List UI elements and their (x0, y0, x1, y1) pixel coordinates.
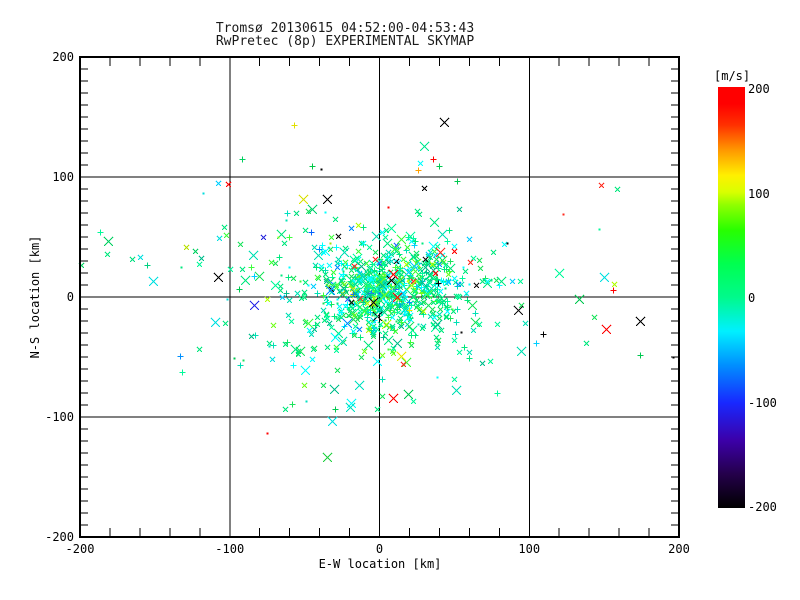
scatter-points (213, 117, 646, 327)
scatter-points (351, 182, 605, 368)
y-tick-label: -100 (45, 410, 74, 424)
plot-frame (79, 56, 680, 538)
scatter-dots (202, 192, 229, 301)
scatter-points (421, 185, 547, 338)
scatter-points (248, 229, 527, 396)
y-tick-label: 200 (52, 50, 74, 64)
scatter-points (97, 229, 524, 405)
scatter-points (388, 269, 612, 404)
scatter-dots (562, 213, 565, 216)
x-tick-label: -100 (215, 542, 245, 556)
scatter-points (290, 160, 508, 369)
scatter-points (78, 156, 246, 269)
scatter-points (236, 163, 644, 413)
scatter-points (372, 256, 379, 263)
scatter-points (137, 235, 276, 363)
colorbar-tick-label: -100 (748, 395, 777, 410)
scatter-points (396, 351, 407, 362)
scatter-dots (460, 331, 463, 334)
scatter-points (129, 210, 300, 263)
scatter-points (307, 204, 318, 215)
scatter-points (381, 280, 417, 330)
scatter-points (177, 353, 184, 360)
scatter-points (375, 258, 422, 301)
scatter-points (325, 285, 353, 329)
scatter-points (298, 194, 309, 205)
x-tick-label: -200 (65, 542, 95, 556)
scatter-dots (233, 357, 236, 360)
plot-title-line1: Tromsø 20130615 04:52:00-04:53:43 (215, 21, 475, 36)
minor-ticks (80, 57, 679, 537)
scatter-points (308, 229, 315, 236)
x-axis-label: E-W location [km] (318, 557, 442, 571)
scatter-points (415, 167, 422, 174)
scatter-points (435, 247, 446, 258)
scatter-points (104, 186, 621, 413)
colorbar-tick-label: 200 (748, 82, 770, 96)
scatter-points (291, 122, 298, 129)
scatter-dots (329, 242, 332, 245)
scatter-dots (378, 292, 381, 295)
scatter-points (249, 300, 260, 311)
scatter-points (403, 261, 420, 278)
scatter-points (284, 210, 291, 217)
colorbar-gradient (718, 87, 745, 508)
colorbar-tick-label: 0 (748, 291, 756, 305)
scatter-points (103, 236, 114, 247)
colorbar-unit-label: [m/s] (714, 69, 751, 83)
x-tick-label: 0 (375, 542, 384, 556)
scatter-points (260, 234, 267, 241)
scatter-points (419, 141, 430, 152)
scatter-points (309, 163, 316, 170)
x-tick-label: 100 (518, 542, 541, 556)
colorbar-tick-label: -200 (748, 500, 777, 514)
x-tick-label: 200 (668, 542, 690, 556)
scatter-points (403, 294, 585, 400)
y-tick-label: 100 (52, 170, 74, 184)
scatter-points (322, 452, 333, 463)
plot-title-line2: RwPretec (8p) EXPERIMENTAL SKYMAP (215, 34, 475, 49)
y-tick-label: 0 (66, 290, 74, 304)
scatter-points (237, 208, 598, 408)
scatter-points (148, 272, 610, 427)
scatter-points (144, 262, 151, 269)
y-tick-label: -200 (45, 530, 74, 544)
scatter-points (183, 244, 190, 251)
scatter-points (345, 380, 365, 413)
scatter-points (225, 156, 617, 294)
scatter-points (329, 261, 443, 395)
colorbar-tick-label: 100 (748, 186, 770, 201)
